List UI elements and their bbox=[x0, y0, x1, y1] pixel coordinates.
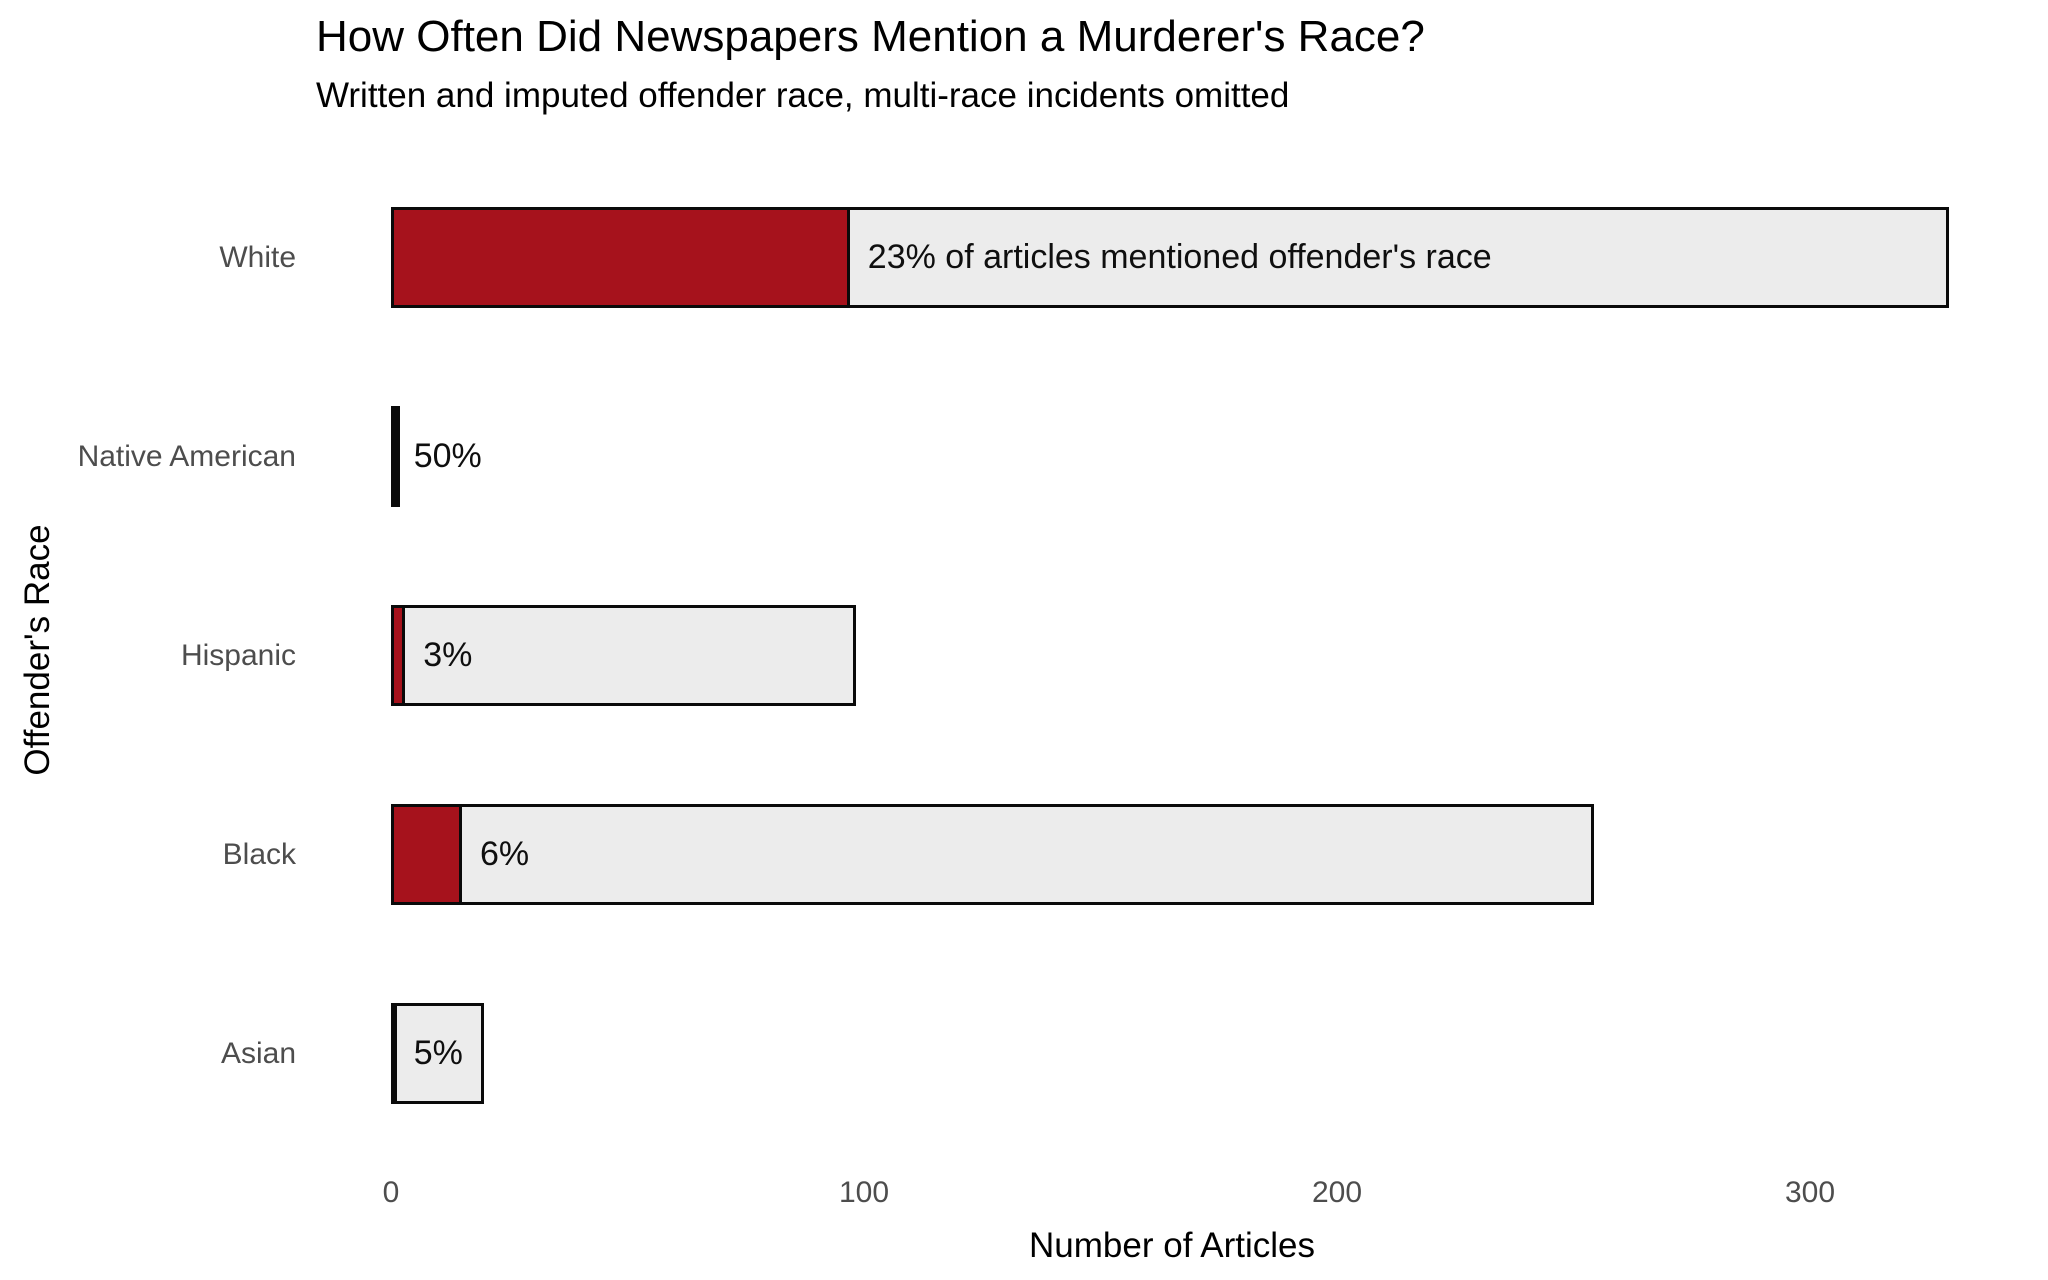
y-axis-category-label: White bbox=[219, 240, 296, 274]
bar-segment-mentioned bbox=[391, 804, 462, 905]
y-axis-category-label: Hispanic bbox=[180, 638, 296, 672]
chart-subtitle: Written and imputed offender race, multi… bbox=[316, 76, 1290, 115]
y-axis-category-label: Native American bbox=[77, 439, 296, 473]
bar-segment-mentioned bbox=[391, 207, 850, 308]
x-axis-tick-label: 0 bbox=[382, 1176, 400, 1209]
bar-row bbox=[391, 1003, 484, 1104]
bar-segment-not-mentioned bbox=[458, 804, 1595, 905]
bar-value-label: 5% bbox=[413, 1034, 463, 1072]
bar-value-label: 6% bbox=[479, 835, 530, 873]
bar-value-label: 23% of articles mentioned offender's rac… bbox=[867, 238, 1492, 276]
bar-segment-not-mentioned bbox=[394, 1003, 484, 1104]
bar-row bbox=[391, 406, 400, 507]
x-axis-tick-label: 100 bbox=[838, 1176, 890, 1209]
y-axis-category-label: Asian bbox=[220, 1036, 296, 1070]
bar-value-label: 50% bbox=[413, 437, 482, 475]
x-axis-tick-label: 300 bbox=[1784, 1176, 1836, 1209]
bar-value-label: 3% bbox=[423, 636, 473, 674]
y-axis-category-label: Black bbox=[222, 837, 296, 871]
bar-segment-not-mentioned bbox=[846, 207, 1949, 308]
x-axis-title: Number of Articles bbox=[1029, 1226, 1315, 1265]
chart-title: How Often Did Newspapers Mention a Murde… bbox=[316, 12, 1425, 61]
bar-row bbox=[391, 207, 1949, 308]
bar-row bbox=[391, 804, 1595, 905]
bar-row bbox=[391, 605, 857, 706]
bar-segment-not-mentioned bbox=[402, 605, 857, 706]
bar-segment-not-mentioned bbox=[394, 406, 400, 507]
x-axis-tick-label: 200 bbox=[1311, 1176, 1363, 1209]
